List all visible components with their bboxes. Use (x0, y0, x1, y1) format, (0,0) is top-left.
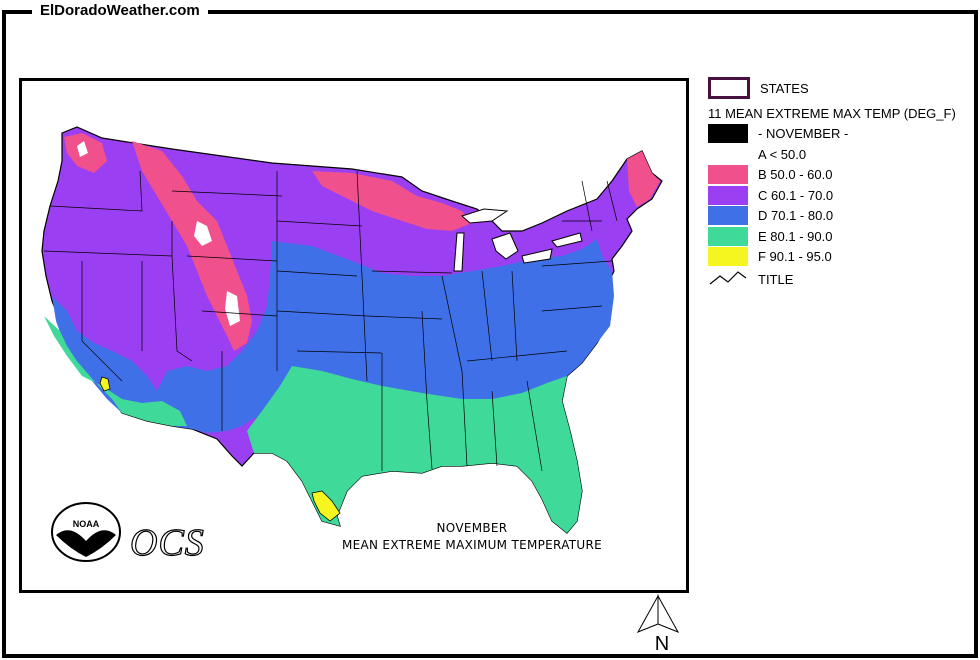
legend-class-swatch (708, 206, 748, 225)
caption-month: NOVEMBER (436, 521, 508, 535)
zone-a-white-1 (194, 221, 212, 246)
zone-d-blue-west (52, 296, 172, 421)
caption-title: MEAN EXTREME MAXIMUM TEMPERATURE (342, 538, 602, 552)
legend-title-label: TITLE (758, 271, 794, 287)
zone-d-blue (157, 239, 614, 433)
legend-class-label: B 50.0 - 60.0 (758, 167, 833, 182)
zone-b-pink-north (312, 171, 472, 231)
zone-b-pink-rockies (132, 141, 252, 351)
title-line-icon (709, 271, 747, 285)
zone-f-yellow-texas (311, 490, 341, 522)
zone-e-green-south (247, 366, 582, 533)
legend-class-label: C 60.1 - 70.0 (758, 187, 834, 203)
legend-class-swatch (708, 185, 748, 205)
legend-layer-title-row: 11 MEAN EXTREME MAX TEMP (DEG_F) (708, 103, 956, 123)
legend-title-row: TITLE (708, 269, 793, 289)
zone-e-green-west (44, 316, 187, 426)
map-caption: NOVEMBER MEAN EXTREME MAXIMUM TEMPERATUR… (322, 520, 622, 554)
map-frame: NOAA OCS NOVEMBER MEAN EXTREME MAXIMUM T… (19, 78, 689, 593)
state-boundaries (43, 170, 618, 472)
states-outline-swatch (708, 77, 750, 99)
legend-class-row: D 70.1 - 80.0 (708, 206, 833, 226)
noaa-label: NOAA (73, 519, 100, 529)
legend-class-swatch (708, 165, 748, 184)
month-swatch (708, 123, 748, 143)
zone-a-white-2 (225, 291, 240, 326)
zone-a-white-3 (77, 141, 88, 157)
legend-states-row: STATES (708, 77, 809, 99)
ocs-logo-text: OCS (129, 521, 205, 564)
legend-states-label: STATES (760, 80, 809, 96)
legend-month-row: - NOVEMBER - (708, 123, 848, 143)
legend-class-row: F 90.1 - 95.0 (708, 247, 832, 267)
great-lakes (453, 208, 583, 272)
zone-b-pink-maine (627, 151, 660, 207)
legend-class-row: B 50.0 - 60.0 (708, 165, 832, 185)
legend-class-row: A < 50.0 (708, 144, 806, 164)
zone-f-yellow-ca (99, 376, 111, 392)
north-label: N (655, 633, 669, 654)
legend-class-label: E 80.1 - 90.0 (758, 228, 833, 244)
north-arrow: N (636, 594, 680, 654)
noaa-logo: NOAA (51, 502, 121, 562)
legend-month-label: - NOVEMBER - (758, 125, 849, 141)
site-title[interactable]: ElDoradoWeather.com (32, 1, 208, 21)
legend-class-swatch (708, 226, 748, 246)
legend-layer-title: 11 MEAN EXTREME MAX TEMP (DEG_F) (708, 105, 956, 121)
legend-class-label: D 70.1 - 80.0 (758, 208, 834, 223)
legend-class-swatch (708, 144, 748, 164)
legend-class-label: F 90.1 - 95.0 (758, 249, 832, 264)
us-temperature-map (41, 126, 663, 534)
legend-class-swatch (708, 247, 748, 266)
outer-frame (2, 10, 978, 658)
legend-class-row: E 80.1 - 90.0 (708, 226, 832, 246)
legend-class-label: A < 50.0 (758, 146, 807, 162)
legend-class-row: C 60.1 - 70.0 (708, 185, 833, 205)
